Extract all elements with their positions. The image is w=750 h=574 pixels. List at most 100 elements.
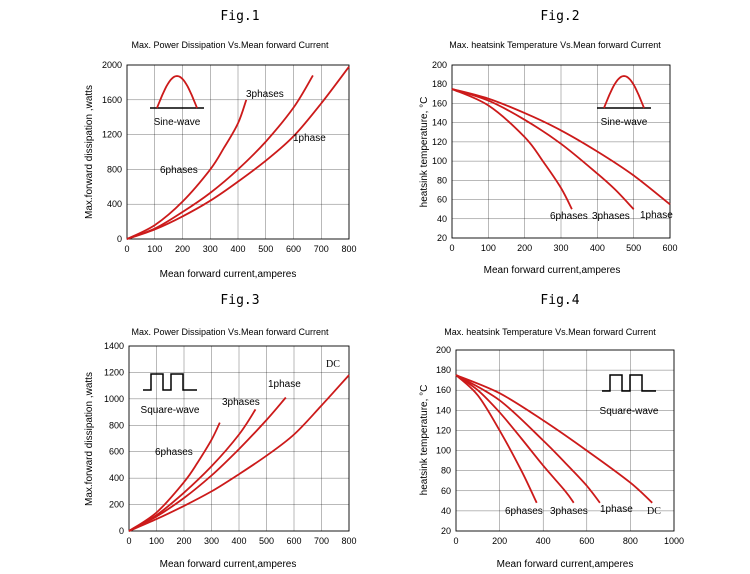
y-tick-label: 120 bbox=[432, 137, 447, 147]
x-axis-label: Mean forward current,amperes bbox=[497, 559, 634, 570]
series-label-1phase: 1phase bbox=[293, 133, 326, 144]
y-tick-label: 200 bbox=[109, 500, 124, 510]
x-tick-label: 500 bbox=[626, 243, 641, 253]
x-tick-label: 0 bbox=[453, 536, 458, 546]
series-label-6phases: 6phases bbox=[155, 447, 193, 458]
y-tick-label: 2000 bbox=[102, 60, 122, 70]
figure-label: Fig.2 bbox=[540, 9, 579, 24]
y-tick-label: 600 bbox=[109, 447, 124, 457]
x-tick-label: 100 bbox=[147, 244, 162, 254]
y-tick-label: 80 bbox=[441, 466, 451, 476]
y-axis-label: Max.forward dissipation ,watts bbox=[84, 85, 95, 219]
series-label-6phases: 6phases bbox=[160, 165, 198, 176]
series-line-1phase bbox=[451, 88, 671, 206]
y-axis-label: heatsink temperature, °C bbox=[419, 385, 430, 496]
series-label-3phases: 3phases bbox=[222, 397, 260, 408]
icon-caption: Square-wave bbox=[600, 406, 659, 417]
series-line-3phases bbox=[128, 408, 257, 532]
y-tick-label: 120 bbox=[436, 425, 451, 435]
y-tick-label: 160 bbox=[432, 98, 447, 108]
y-tick-label: 140 bbox=[436, 405, 451, 415]
y-tick-label: 1600 bbox=[102, 95, 122, 105]
x-tick-label: 500 bbox=[258, 244, 273, 254]
figure-label: Fig.4 bbox=[540, 293, 579, 308]
x-tick-label: 100 bbox=[149, 536, 164, 546]
y-tick-label: 200 bbox=[432, 60, 447, 70]
series-line-dc bbox=[455, 374, 653, 504]
icon-waveform bbox=[603, 75, 645, 109]
x-tick-label: 400 bbox=[230, 244, 245, 254]
series-line-6phases bbox=[455, 374, 538, 504]
y-tick-label: 0 bbox=[117, 234, 122, 244]
x-tick-label: 700 bbox=[314, 536, 329, 546]
y-tick-label: 1000 bbox=[104, 394, 124, 404]
y-tick-label: 40 bbox=[441, 506, 451, 516]
x-tick-label: 800 bbox=[341, 244, 356, 254]
series-label-3phases: 3phases bbox=[246, 89, 284, 100]
x-tick-label: 700 bbox=[314, 244, 329, 254]
y-tick-label: 400 bbox=[109, 473, 124, 483]
y-tick-label: 20 bbox=[437, 233, 447, 243]
y-axis-label: heatsink temperature, °C bbox=[419, 97, 430, 208]
series-line-dc bbox=[128, 374, 350, 532]
x-tick-label: 300 bbox=[203, 244, 218, 254]
x-tick-label: 600 bbox=[286, 536, 301, 546]
series-line-6phases bbox=[128, 422, 221, 532]
y-tick-label: 200 bbox=[436, 345, 451, 355]
figure-3: Fig.3 Max. Power Dissipation Vs.Mean forw… bbox=[84, 293, 357, 570]
y-tick-label: 1200 bbox=[104, 367, 124, 377]
y-tick-label: 160 bbox=[436, 385, 451, 395]
series-line-3phases bbox=[455, 374, 575, 504]
series-label-1phase: 1phase bbox=[640, 210, 673, 221]
series-label-1phase: 1phase bbox=[268, 379, 301, 390]
icon-caption: Square-wave bbox=[141, 405, 200, 416]
x-tick-label: 0 bbox=[126, 536, 131, 546]
figure-4: Fig.4 Max. heatsink Temperature Vs.Mean f… bbox=[419, 293, 684, 570]
series-label-dc: DC bbox=[326, 359, 340, 370]
x-tick-label: 800 bbox=[623, 536, 638, 546]
x-tick-label: 600 bbox=[579, 536, 594, 546]
y-tick-label: 800 bbox=[109, 420, 124, 430]
x-tick-label: 500 bbox=[259, 536, 274, 546]
plot-frame bbox=[451, 64, 671, 239]
y-tick-label: 140 bbox=[432, 118, 447, 128]
y-tick-label: 60 bbox=[441, 486, 451, 496]
y-tick-label: 20 bbox=[441, 526, 451, 536]
series-label-6phases: 6phases bbox=[505, 506, 543, 517]
icon-caption: Sine-wave bbox=[601, 117, 648, 128]
x-axis-label: Mean forward current,amperes bbox=[484, 265, 621, 276]
chart-title: Max. heatsink Temperature Vs.Mean forwar… bbox=[444, 327, 656, 337]
x-tick-label: 1000 bbox=[664, 536, 684, 546]
x-tick-label: 400 bbox=[536, 536, 551, 546]
x-tick-label: 300 bbox=[204, 536, 219, 546]
x-tick-label: 200 bbox=[517, 243, 532, 253]
x-axis-label: Mean forward current,amperes bbox=[160, 559, 297, 570]
y-tick-label: 180 bbox=[436, 365, 451, 375]
figure-label: Fig.1 bbox=[220, 9, 259, 24]
x-tick-label: 200 bbox=[492, 536, 507, 546]
x-axis-label: Mean forward current,amperes bbox=[160, 269, 297, 280]
x-tick-label: 300 bbox=[553, 243, 568, 253]
chart-title: Max. Power Dissipation Vs.Mean forward C… bbox=[131, 327, 329, 337]
x-tick-label: 400 bbox=[231, 536, 246, 546]
x-tick-label: 600 bbox=[662, 243, 677, 253]
x-tick-label: 100 bbox=[481, 243, 496, 253]
y-tick-label: 100 bbox=[432, 156, 447, 166]
figure-1: Fig.1 Max. Power Dissipation Vs.Mean forw… bbox=[84, 9, 357, 280]
x-tick-label: 400 bbox=[590, 243, 605, 253]
series-line-3phases bbox=[126, 74, 314, 240]
icon-waveform bbox=[156, 75, 198, 109]
series-line-6phases bbox=[126, 99, 248, 240]
plot-frame bbox=[455, 349, 675, 532]
series-line-3phases bbox=[451, 88, 635, 210]
series-line-1phase bbox=[455, 374, 601, 504]
y-tick-label: 800 bbox=[107, 164, 122, 174]
plot-frame bbox=[126, 64, 350, 240]
sine-wave-icon: Sine-wave bbox=[150, 75, 204, 128]
y-tick-label: 60 bbox=[437, 195, 447, 205]
y-axis-label: Max.forward dissipation ,watts bbox=[84, 372, 95, 506]
sine-wave-icon: Sine-wave bbox=[597, 75, 651, 128]
chart-title: Max. heatsink Temperature Vs.Mean forwar… bbox=[449, 40, 661, 50]
figure-label: Fig.3 bbox=[220, 293, 259, 308]
